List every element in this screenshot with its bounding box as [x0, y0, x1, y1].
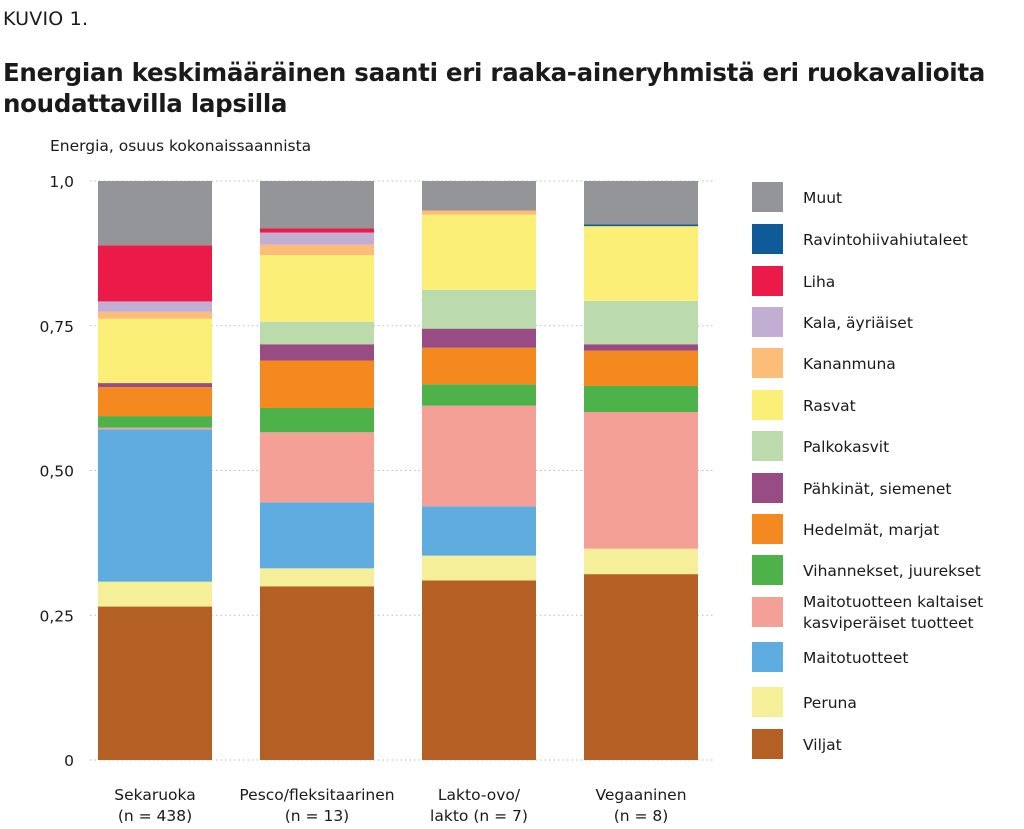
- bar-segment: [98, 245, 212, 302]
- bar-segment: [98, 311, 212, 319]
- bar-segment: [98, 427, 212, 430]
- bar-segment: [260, 232, 374, 245]
- x-category-label: Lakto-ovo/: [438, 786, 521, 804]
- bar-segment: [422, 214, 536, 290]
- legend-label: Maitotuotteen kaltaiset: [803, 593, 983, 611]
- bar-segment: [584, 574, 698, 760]
- bar-segment: [98, 383, 212, 388]
- legend-swatch: [752, 182, 783, 212]
- bar-segment: [584, 412, 698, 549]
- bar-segment: [98, 606, 212, 760]
- x-category-label: Vegaaninen: [595, 786, 686, 804]
- bar-segment: [98, 429, 212, 582]
- legend-swatch: [752, 514, 783, 544]
- legend-label: Liha: [803, 273, 835, 291]
- x-category-label: Sekaruoka: [114, 786, 195, 804]
- bar-segment: [98, 581, 212, 607]
- bar-segment: [98, 416, 212, 428]
- x-category-label: Pesco/fleksitaarinen: [239, 786, 394, 804]
- bar-segment: [422, 289, 536, 329]
- bar-segment: [260, 568, 374, 587]
- bar-segment: [584, 181, 698, 225]
- bar-segment: [422, 347, 536, 385]
- bar-segment: [422, 555, 536, 581]
- legend-swatch: [752, 431, 783, 461]
- legend-label: Hedelmät, marjat: [803, 521, 939, 539]
- bar-segment: [260, 181, 374, 229]
- bar-segment: [584, 226, 698, 301]
- x-category-label: (n = 8): [614, 807, 669, 825]
- bar-segment: [260, 344, 374, 361]
- bar-segment: [584, 224, 698, 227]
- legend-swatch: [752, 597, 783, 627]
- legend-label: Viljat: [803, 736, 842, 754]
- bar-segment: [584, 350, 698, 386]
- legend-swatch: [752, 687, 783, 717]
- legend-swatch: [752, 729, 783, 759]
- legend-label: Vihannekset, juurekset: [803, 562, 981, 580]
- bar-segment: [98, 318, 212, 384]
- y-tick-label: 0,50: [39, 463, 74, 481]
- legend-swatch: [752, 555, 783, 585]
- bar-segment: [260, 255, 374, 322]
- bar-segment: [260, 321, 374, 345]
- bar-segment: [422, 405, 536, 507]
- bar-segment: [422, 580, 536, 760]
- bar-segment: [98, 301, 212, 312]
- bar-segment: [260, 360, 374, 408]
- bar-segment: [584, 548, 698, 575]
- legend-label: Ravintohiivahiutaleet: [803, 231, 968, 249]
- legend-swatch: [752, 224, 783, 254]
- legend-swatch: [752, 266, 783, 296]
- x-category-label: (n = 13): [285, 807, 349, 825]
- bar-segment: [98, 387, 212, 417]
- y-tick-label: 0,25: [39, 607, 74, 625]
- x-category-label: (n = 438): [118, 807, 192, 825]
- bar-segment: [422, 506, 536, 556]
- bar-segment: [422, 384, 536, 406]
- y-tick-label: 0,75: [39, 318, 74, 336]
- bar-segment: [422, 181, 536, 211]
- legend-label: Palkokasvit: [803, 438, 889, 456]
- legend-label: Maitotuotteet: [803, 649, 908, 667]
- bar-segment: [422, 210, 536, 215]
- bar-segment: [260, 228, 374, 233]
- legend-label: kasviperäiset tuotteet: [803, 614, 974, 632]
- legend-swatch: [752, 642, 783, 672]
- figure-label: KUVIO 1.: [3, 8, 89, 30]
- bar-segment: [422, 328, 536, 348]
- y-tick-label: 1,0: [49, 173, 74, 191]
- y-axis-label: Energia, osuus kokonaissaannista: [50, 137, 312, 155]
- bar-segment: [98, 181, 212, 246]
- y-tick-label: 0: [64, 752, 74, 770]
- bar-segment: [260, 586, 374, 760]
- bar-segment: [260, 502, 374, 569]
- bar-segment: [260, 244, 374, 256]
- legend-label: Pähkinät, siemenet: [803, 480, 952, 498]
- bar-segment: [260, 407, 374, 433]
- bar-segment: [584, 385, 698, 413]
- legend-swatch: [752, 390, 783, 420]
- legend-label: Rasvat: [803, 397, 856, 415]
- legend-label: Kananmuna: [803, 355, 896, 373]
- legend-label: Muut: [803, 189, 842, 207]
- legend-swatch: [752, 473, 783, 503]
- legend-label: Peruna: [803, 694, 857, 712]
- legend-swatch: [752, 348, 783, 378]
- bar-segment: [584, 344, 698, 351]
- x-category-label: lakto (n = 7): [430, 807, 528, 825]
- chart-title: Energian keskimääräinen saanti eri raaka…: [3, 58, 986, 118]
- legend-label: Kala, äyriäiset: [803, 314, 913, 332]
- bar-segment: [584, 300, 698, 345]
- bar-segment: [260, 432, 374, 503]
- legend-swatch: [752, 307, 783, 337]
